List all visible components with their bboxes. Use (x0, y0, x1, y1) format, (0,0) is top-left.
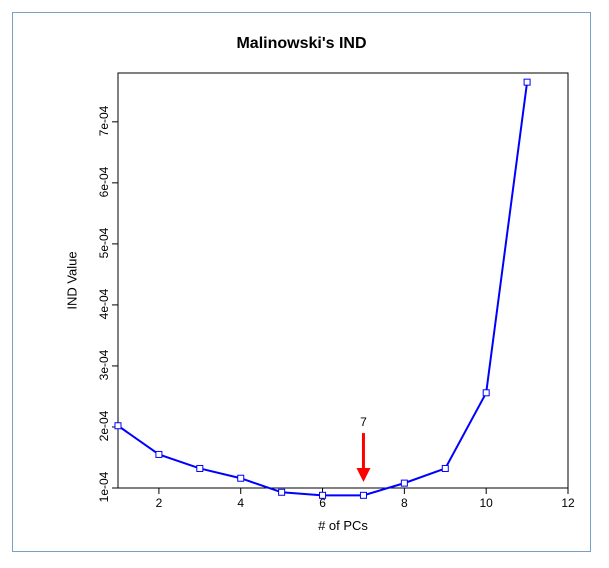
x-tick-label: 12 (558, 496, 578, 510)
y-axis-label: IND Value (65, 251, 80, 309)
x-tick-label: 8 (394, 496, 414, 510)
y-tick-label: 1e-04 (97, 467, 111, 507)
y-tick-label: 3e-04 (97, 345, 111, 385)
x-tick-label: 2 (149, 496, 169, 510)
y-tick-label: 4e-04 (97, 284, 111, 324)
x-tick-label: 6 (313, 496, 333, 510)
y-tick-label: 2e-04 (97, 406, 111, 446)
y-tick-label: 5e-04 (97, 223, 111, 263)
x-tick-label: 4 (231, 496, 251, 510)
annotation-label: 7 (357, 415, 369, 429)
x-tick-label: 10 (476, 496, 496, 510)
y-tick-label: 6e-04 (97, 162, 111, 202)
chart-container: Malinowski's IND IND Value # of PCs 7 24… (0, 0, 609, 568)
y-tick-label: 7e-04 (97, 101, 111, 141)
x-axis-label: # of PCs (303, 518, 383, 533)
chart-frame: Malinowski's IND IND Value # of PCs 7 24… (12, 12, 591, 552)
